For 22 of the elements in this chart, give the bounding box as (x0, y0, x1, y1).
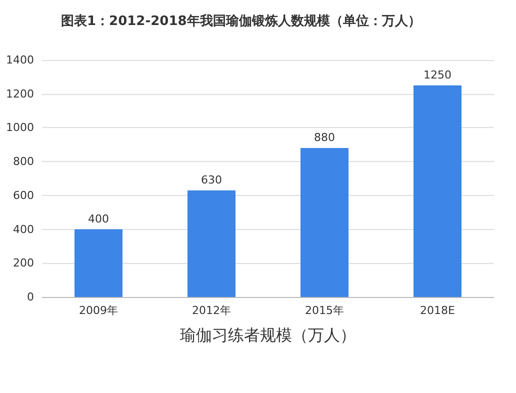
x-tick-label: 2012年 (192, 304, 231, 317)
y-tick-label: 0 (27, 290, 34, 304)
bar (74, 229, 122, 297)
data-label: 630 (201, 173, 222, 186)
x-axis-title: 瑜伽习练者规模（万人） (180, 326, 356, 344)
x-tick-label: 2009年 (79, 304, 118, 317)
x-tick-label: 2015年 (305, 304, 344, 317)
y-tick-label: 600 (13, 188, 34, 202)
x-tick-label: 2018E (420, 304, 456, 317)
y-tick-label: 200 (13, 256, 34, 270)
data-label: 400 (88, 212, 109, 226)
chart-title: 图表1：2012-2018年我国瑜伽锻炼人数规模（单位：万人） (61, 13, 421, 29)
y-tick-label: 1200 (6, 87, 34, 100)
y-tick-label: 1400 (6, 54, 34, 66)
bar (300, 148, 348, 297)
bar (188, 190, 236, 297)
bar (414, 85, 462, 297)
y-tick-label: 800 (13, 155, 34, 168)
data-label: 880 (314, 131, 335, 144)
y-tick-label: 400 (13, 222, 34, 236)
y-tick-label: 1000 (6, 121, 34, 134)
data-label: 1250 (424, 68, 452, 82)
